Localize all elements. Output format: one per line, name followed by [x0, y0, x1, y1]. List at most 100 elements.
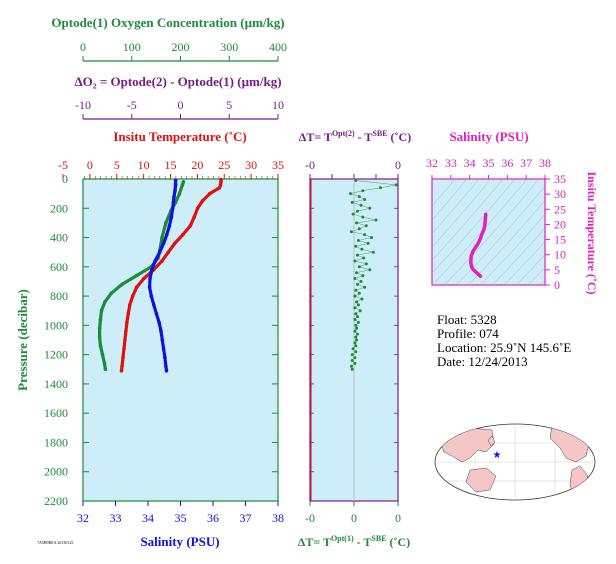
ts-salinity-axis: 32 33 34 35 36 37 38: [426, 156, 551, 179]
oxygen-profile-point: [109, 291, 114, 296]
salinity-profile-point: [172, 194, 176, 199]
pressure-tick-label: 400: [50, 231, 68, 245]
pressure-tick-label: 1400: [44, 377, 68, 391]
temperature-profile-point: [142, 276, 146, 281]
delta-o2-axis-tick-label: -5: [127, 98, 137, 112]
ts-density-contour: [432, 179, 468, 221]
salinity-profile-point: [164, 368, 169, 373]
dt-top-tick-label: -0: [305, 158, 315, 172]
oxygen-profile-point: [120, 282, 124, 287]
temperature-profile-point: [126, 311, 131, 316]
dt-point: [354, 335, 358, 339]
dt-point: [350, 359, 354, 362]
dt-point: [355, 326, 359, 330]
pressure-tick-label: 1600: [44, 406, 68, 420]
salinity-profile-point: [163, 355, 167, 360]
ts-temp-tick-label: 5: [554, 263, 560, 277]
oxygen-axis-tick-label: 0: [80, 40, 86, 54]
salinity-bottom-axis-tick-label: 36: [207, 511, 219, 525]
temperature-profile-point: [217, 186, 222, 190]
dt-point: [354, 179, 358, 182]
tiny-id-label: 7A5B9REA 20130125: [37, 540, 73, 545]
ts-profile-point: [470, 265, 474, 269]
profile-date: Date: 12/24/2013: [437, 354, 528, 369]
ts-temp-tick-label: 10: [554, 248, 566, 262]
temperature-axis-tick-label: 20: [191, 158, 203, 172]
temperature-axis: -5 0 5 10 15 20 25 30 35: [58, 158, 284, 179]
dt-point: [354, 350, 358, 354]
salinity-profile-point: [173, 183, 178, 187]
delta-o2-axis-tick-label: 10: [272, 98, 284, 112]
temperature-axis-tick-label: 15: [165, 158, 177, 172]
ts-density-contour: [539, 279, 545, 285]
oxygen-profile-point: [98, 317, 103, 322]
dt-point: [362, 256, 366, 260]
ts-density-contour: [432, 179, 456, 207]
salinity-profile-point: [157, 250, 162, 254]
dt-point: [356, 332, 359, 336]
dt-point: [364, 224, 368, 228]
ts-salinity-tick-label: 35: [483, 156, 495, 170]
dt-point: [360, 297, 364, 301]
temperature-profile-point: [188, 224, 193, 228]
salinity-profile-point: [159, 329, 163, 334]
dt-point: [357, 291, 361, 295]
temperature-axis-tick-label: 5: [114, 158, 120, 172]
delta-o2-axis-tick-label: -10: [75, 98, 91, 112]
dt-point: [351, 347, 355, 351]
ts-salinity-tick-label: 32: [426, 156, 438, 170]
salinity-bottom-title: Salinity (PSU): [140, 534, 219, 549]
temperature-profile-point: [192, 215, 196, 219]
dt-point: [361, 189, 365, 193]
ts-profile-point: [469, 254, 473, 258]
dt-point: [374, 218, 378, 222]
temperature-axis-tick-label: 25: [218, 158, 230, 172]
temperature-profile-point: [124, 329, 128, 334]
dt-point: [359, 280, 363, 283]
delta-o2-axis-title: ΔO₂ = Optode(2) - Optode(1) (µm/kg): [74, 74, 281, 89]
dt-point: [354, 244, 358, 248]
dt-series: [349, 179, 398, 371]
dt-point: [378, 186, 382, 190]
salinity-profile-point: [169, 215, 174, 219]
ts-density-contour: [432, 179, 480, 235]
dt-point: [351, 212, 355, 216]
ts-density-contour: [455, 185, 545, 285]
profile-series: [97, 177, 223, 373]
salinity-profile-point: [167, 224, 172, 228]
salinity-profile-point: [153, 259, 157, 263]
salinity-bottom-axis-tick-label: 32: [77, 511, 89, 525]
pressure-tick-label: 1200: [44, 348, 68, 362]
dt-point: [356, 315, 359, 319]
dt-point: [356, 253, 359, 257]
salinity-profile-point: [147, 285, 152, 290]
dt-point: [349, 230, 353, 234]
oxygen-profile-point: [180, 183, 185, 187]
salinity-profile-point: [148, 276, 152, 281]
ts-salinity-tick-label: 36: [501, 156, 513, 170]
temperature-profile-point: [160, 259, 164, 263]
dt-point: [353, 259, 357, 263]
oxygen-profile-point: [97, 326, 102, 331]
dt-top-tick-label: 0: [395, 158, 401, 172]
oxygen-profile-point: [103, 367, 108, 372]
salinity-profile-point: [164, 364, 168, 369]
ts-density-contours: [432, 179, 545, 285]
dt-point: [361, 274, 365, 278]
profile-panel: [82, 178, 279, 502]
salinity-bottom-axis-tick-label: 38: [272, 511, 284, 525]
temperature-profile-point: [200, 199, 205, 203]
oxygen-profile-point: [164, 221, 168, 225]
ts-temp-title: Insitu Temperature (˚C): [585, 171, 599, 294]
oxygen-profile-point: [103, 300, 107, 304]
dt-point: [350, 200, 354, 204]
dt-point: [349, 192, 352, 196]
salinity-profile-point: [150, 267, 154, 272]
temperature-profile-point: [195, 206, 200, 211]
dt-point: [370, 236, 374, 239]
dt-bottom-tick-label: 0: [395, 511, 401, 525]
dt-point: [353, 277, 357, 280]
ts-profile-point: [476, 241, 480, 245]
ts-profile-point: [480, 231, 484, 236]
